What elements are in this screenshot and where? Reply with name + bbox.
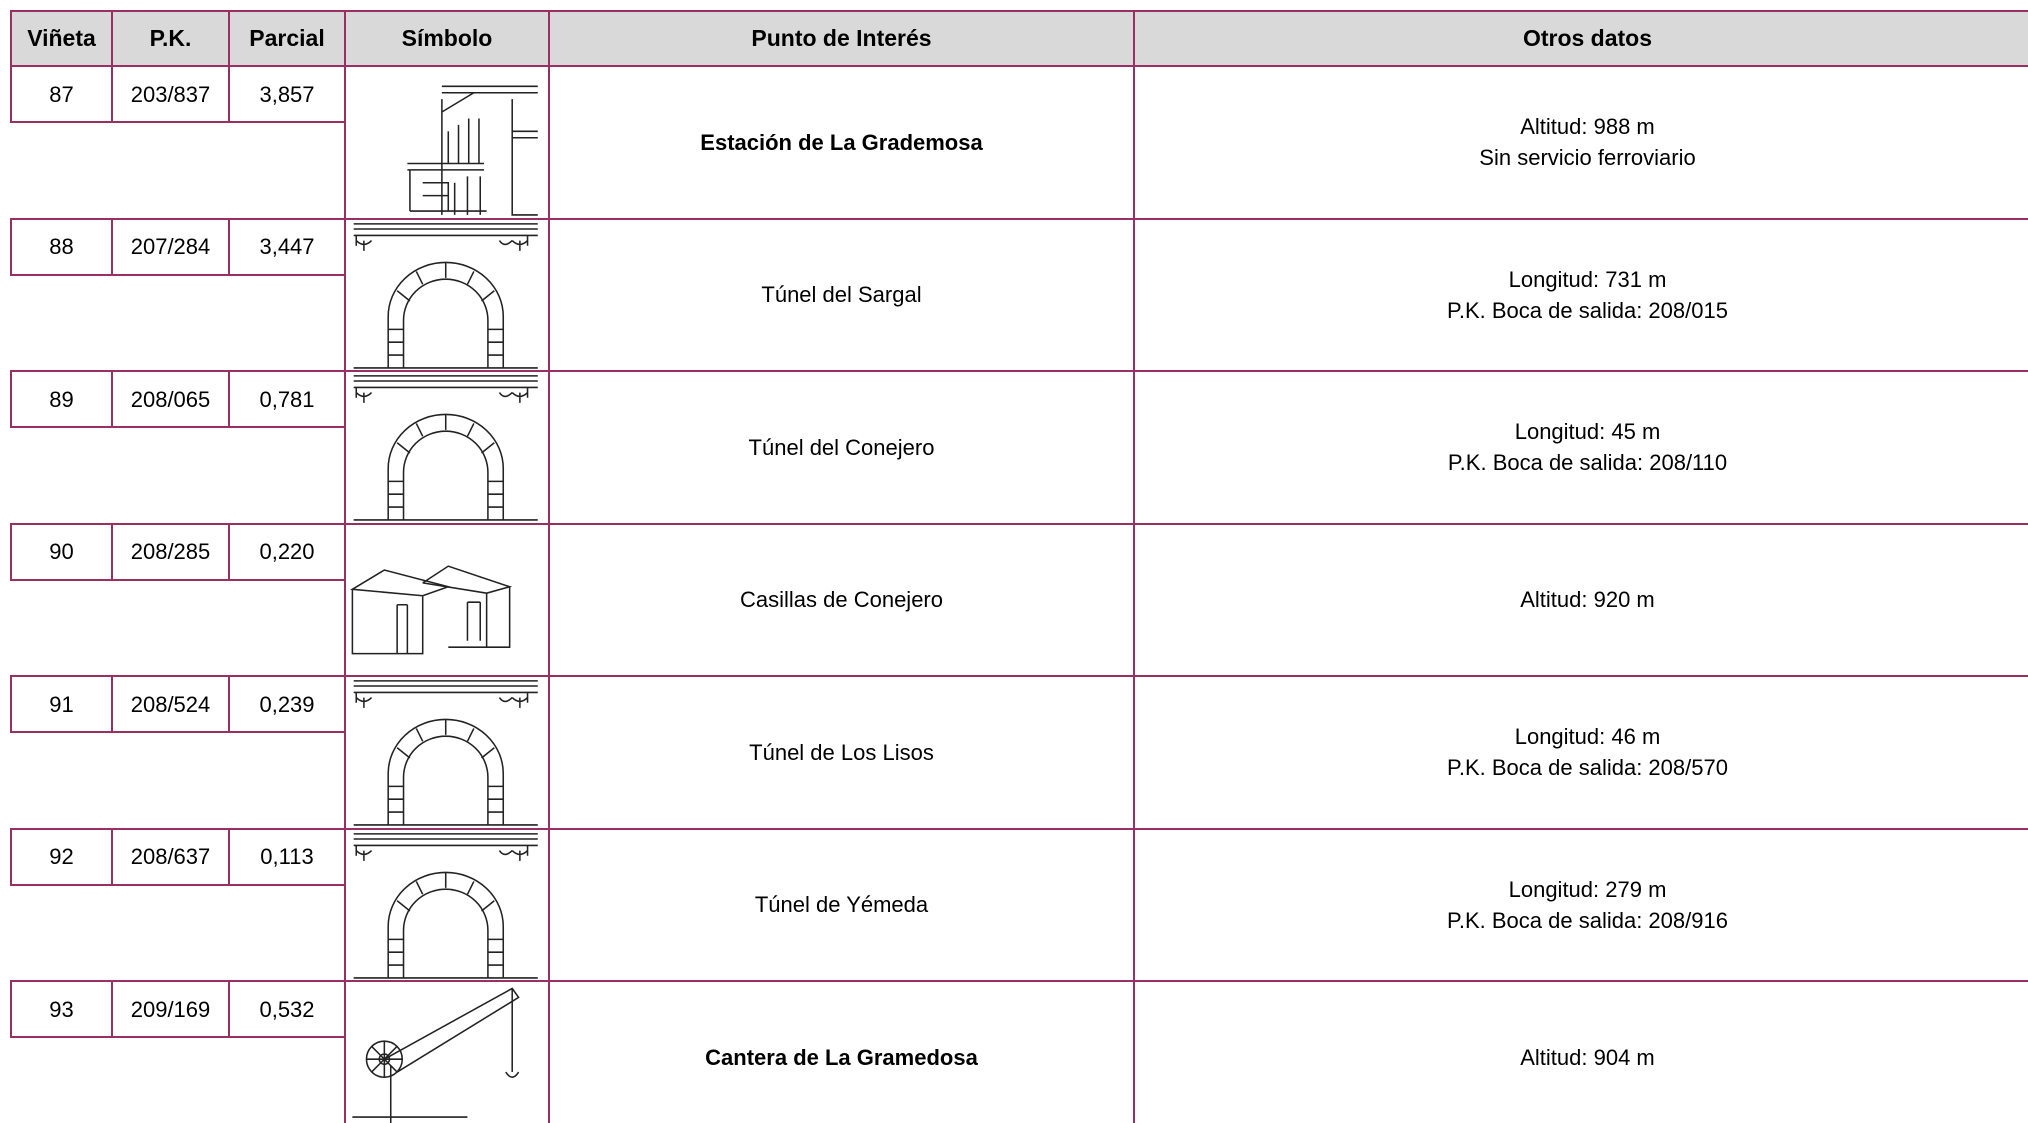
parcial-cell: 0,220 (228, 522, 346, 581)
otros-line: P.K. Boca de salida: 208/015 (1447, 297, 1728, 323)
pk-cell: 208/637 (111, 827, 230, 886)
otros-line: P.K. Boca de salida: 208/110 (1447, 450, 1728, 476)
otros-cell: Longitud: 46 m P.K. Boca de salida: 208/5… (1133, 675, 2028, 830)
pk-cell: 208/065 (111, 370, 230, 428)
poi-name: Túnel del Sargal (761, 282, 922, 308)
poi-name: Casillas de Conejero (740, 587, 943, 613)
header-cell: P.K. (111, 10, 230, 67)
parcial: 3,447 (259, 234, 315, 259)
pk: 207/284 (130, 234, 211, 259)
otros-cell: Longitud: 731 m P.K. Boca de salida: 208/… (1133, 217, 2028, 372)
parcial-cell: 0,239 (228, 675, 346, 733)
symbol-cell (344, 980, 550, 1123)
header-text: Viñeta (27, 25, 96, 51)
pk-cell: 203/837 (111, 65, 230, 123)
parcial-cell: 0,113 (228, 827, 346, 886)
poi-name: Cantera de La Gramedosa (705, 1044, 978, 1070)
poi-name: Estación de La Grademosa (700, 129, 983, 155)
parcial-cell: 3,447 (228, 217, 346, 276)
header-cell: Otros datos (1133, 10, 2028, 67)
vineta: 91 (49, 691, 74, 717)
name-cell: Túnel del Sargal (548, 217, 1135, 372)
vineta-cell: 93 (10, 980, 113, 1038)
symbol-cell (344, 65, 550, 220)
otros-line: Altitud: 904 m (1520, 1044, 1655, 1070)
name-cell: Túnel del Conejero (548, 370, 1135, 525)
otros-cell: Altitud: 920 m (1133, 522, 2028, 677)
symbol-icon (353, 680, 538, 826)
symbol-icon (353, 222, 538, 369)
pk: 209/169 (130, 996, 211, 1022)
name-cell: Túnel de Los Lisos (548, 675, 1135, 830)
header-cell: Parcial (228, 10, 346, 67)
parcial: 0,532 (259, 996, 315, 1022)
header-text: P.K. (149, 25, 192, 51)
parcial: 0,239 (259, 691, 315, 717)
symbol-icon (353, 832, 538, 979)
otros-line: Longitud: 279 m (1508, 876, 1667, 902)
symbol-icon (353, 375, 538, 521)
parcial-cell: 3,857 (228, 65, 346, 123)
pk: 208/637 (130, 844, 211, 869)
pk-cell: 207/284 (111, 217, 230, 276)
pk: 208/285 (130, 539, 211, 564)
otros-cell: Longitud: 45 m P.K. Boca de salida: 208/1… (1133, 370, 2028, 525)
header-text: Otros datos (1522, 25, 1653, 51)
vineta-cell: 91 (10, 675, 113, 733)
poi-name: Túnel del Conejero (748, 434, 935, 460)
otros-cell: Longitud: 279 m P.K. Boca de salida: 208/… (1133, 827, 2028, 982)
otros-line: Sin servicio ferroviario (1479, 145, 1696, 171)
otros-line: Longitud: 731 m (1508, 266, 1667, 292)
poi-name: Túnel de Los Lisos (749, 739, 934, 765)
pk-cell: 209/169 (111, 980, 230, 1038)
vineta: 87 (49, 81, 74, 107)
pk-cell: 208/285 (111, 522, 230, 581)
otros-line: Altitud: 920 m (1520, 587, 1655, 613)
pk: 203/837 (130, 81, 211, 107)
vineta: 89 (49, 386, 74, 412)
header-cell: Punto de Interés (548, 10, 1135, 67)
symbol-icon (407, 85, 538, 216)
otros-line: Altitud: 988 m (1520, 114, 1655, 140)
otros-line: P.K. Boca de salida: 208/916 (1447, 907, 1728, 933)
otros-line: Longitud: 46 m (1514, 724, 1661, 750)
parcial-cell: 0,532 (228, 980, 346, 1038)
parcial: 3,857 (259, 81, 315, 107)
header-text: Punto de Interés (751, 25, 932, 51)
vineta: 92 (49, 844, 74, 869)
name-cell: Estación de La Grademosa (548, 65, 1135, 220)
symbol-icon (349, 564, 513, 654)
vineta: 88 (49, 234, 74, 259)
vineta-cell: 89 (10, 370, 113, 428)
otros-line: P.K. Boca de salida: 208/570 (1447, 755, 1728, 781)
otros-cell: Altitud: 904 m (1133, 980, 2028, 1123)
header-text: Símbolo (401, 25, 493, 51)
pk: 208/065 (130, 386, 211, 412)
otros-cell: Altitud: 988 m Sin servicio ferroviario (1133, 65, 2028, 220)
parcial: 0,220 (259, 539, 315, 564)
name-cell: Cantera de La Gramedosa (548, 980, 1135, 1123)
pk: 208/524 (130, 691, 211, 717)
vineta-cell: 87 (10, 65, 113, 123)
vineta: 93 (49, 996, 74, 1022)
parcial: 0,781 (259, 386, 315, 412)
header-text: Parcial (249, 25, 325, 51)
symbol-icon (352, 987, 520, 1123)
vineta-cell: 92 (10, 827, 113, 886)
name-cell: Casillas de Conejero (548, 522, 1135, 677)
vineta: 90 (49, 539, 74, 564)
header-cell: Símbolo (344, 10, 550, 67)
parcial-cell: 0,781 (228, 370, 346, 428)
otros-line: Longitud: 45 m (1514, 419, 1661, 445)
poi-name: Túnel de Yémeda (754, 892, 929, 918)
vineta-cell: 90 (10, 522, 113, 581)
header-cell: Viñeta (10, 10, 113, 67)
pk-cell: 208/524 (111, 675, 230, 733)
parcial: 0,113 (260, 844, 314, 869)
name-cell: Túnel de Yémeda (548, 827, 1135, 982)
vineta-cell: 88 (10, 217, 113, 276)
